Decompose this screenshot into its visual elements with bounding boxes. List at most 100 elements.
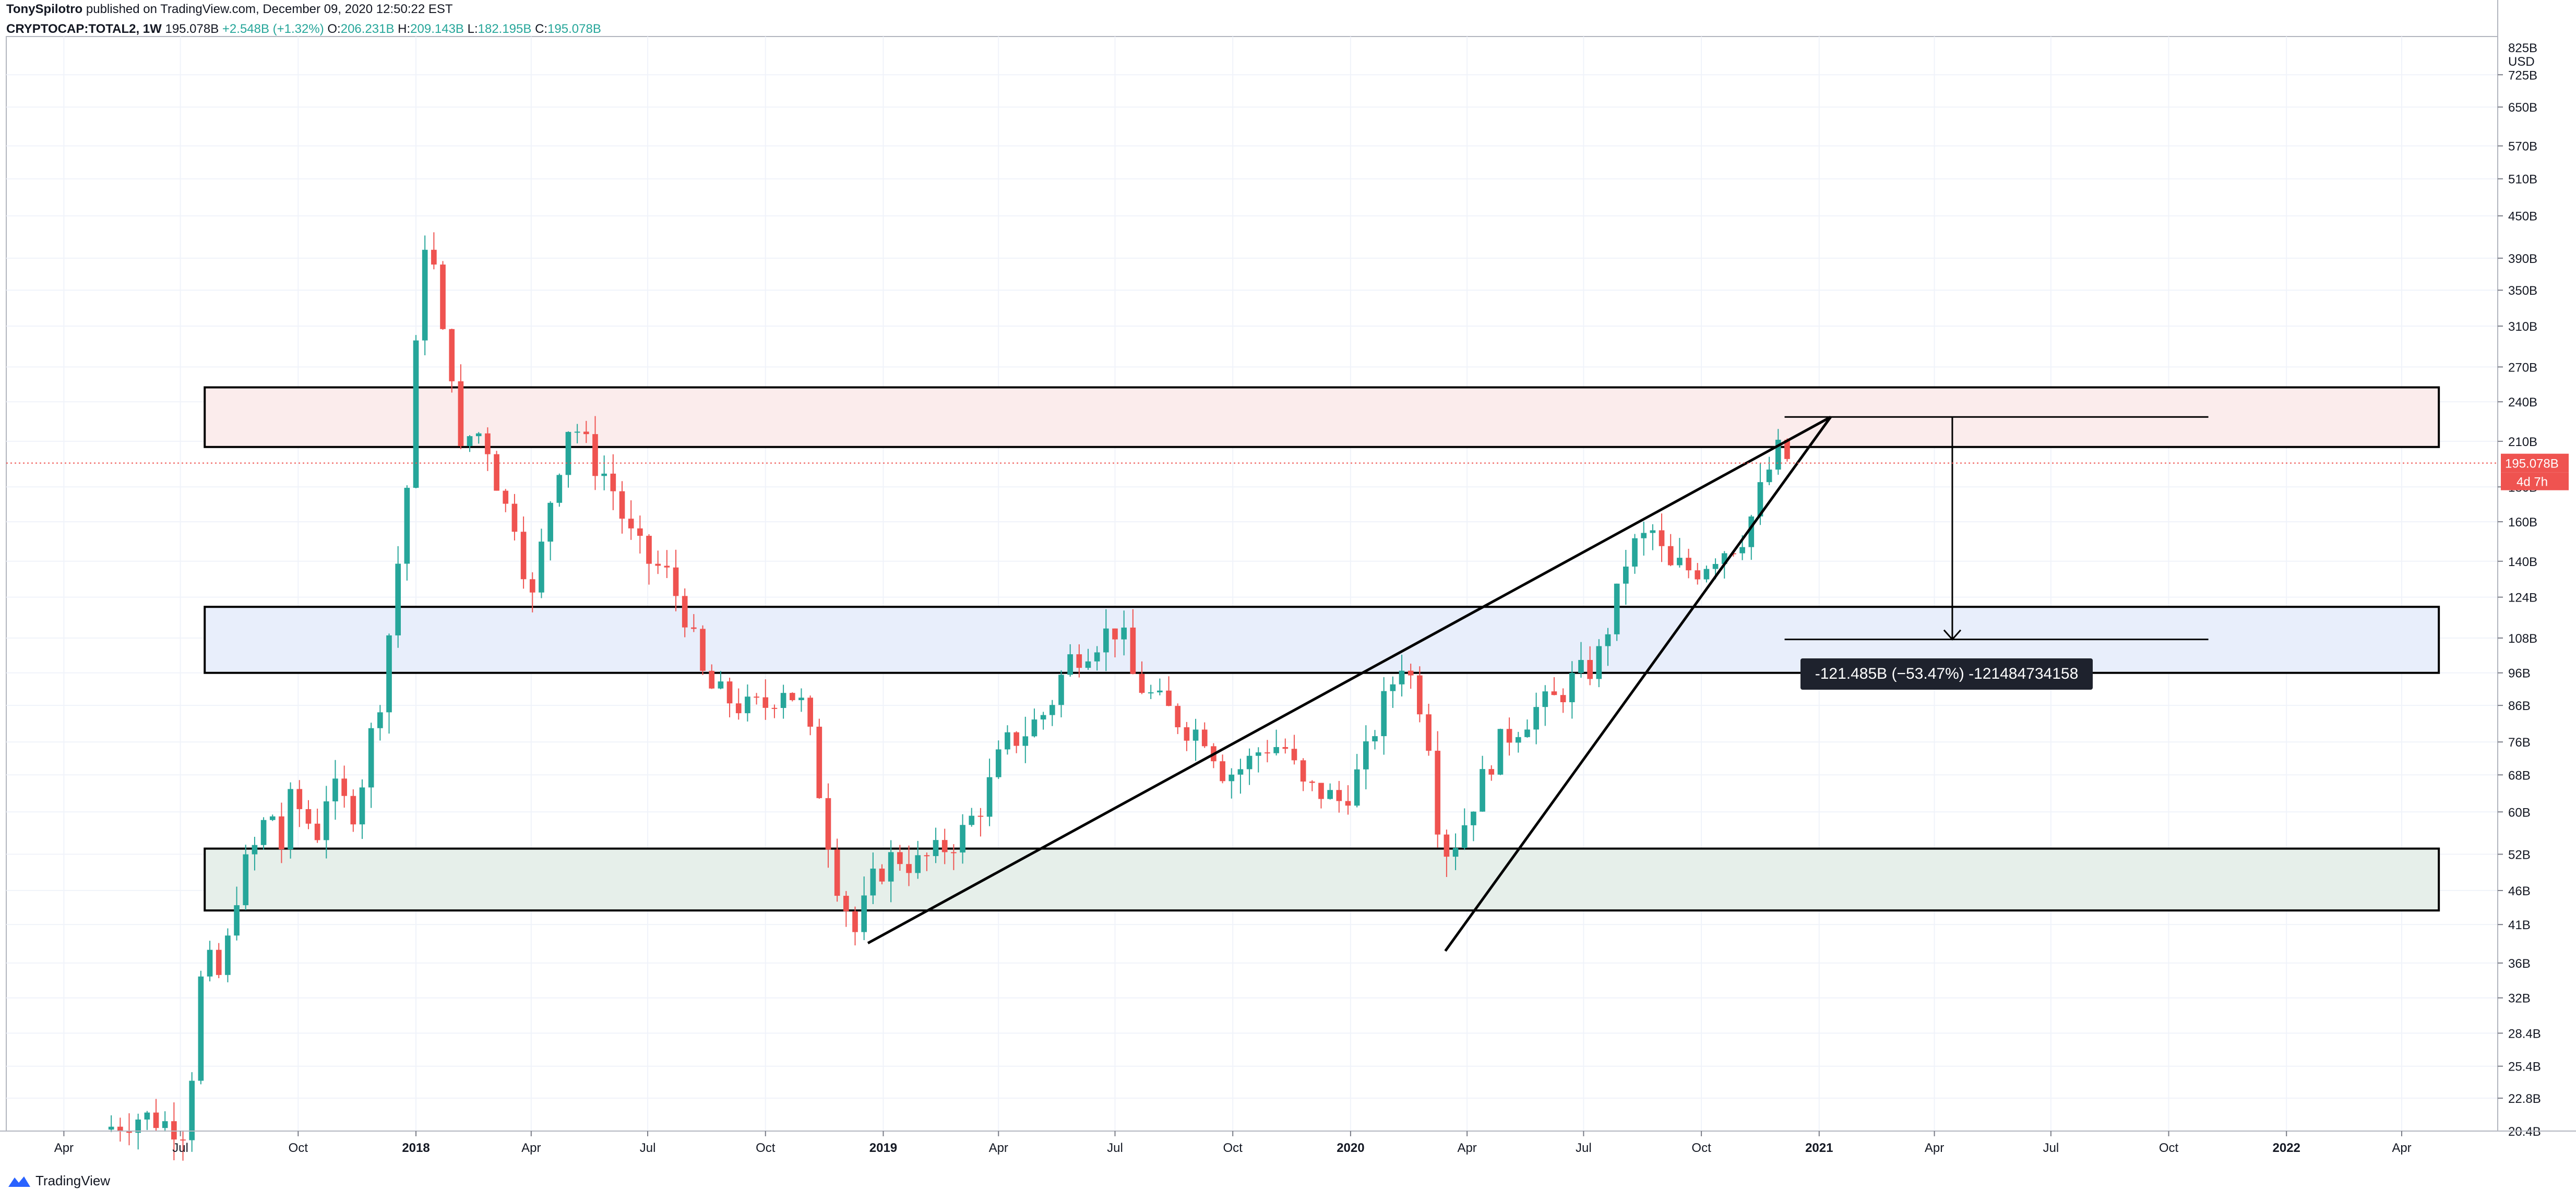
price-tick-label: 390B <box>2508 252 2537 266</box>
candle-up <box>1614 583 1620 634</box>
candle-up <box>1058 675 1064 705</box>
time-tick-label: Jul <box>1107 1141 1123 1155</box>
candle-up <box>1452 848 1459 857</box>
candle-up <box>1766 470 1772 483</box>
candle-up <box>1022 736 1029 746</box>
publisher-name[interactable]: TonySpilotro <box>6 2 83 16</box>
candle-up <box>1372 736 1378 742</box>
candle-down <box>216 949 222 975</box>
candle-down <box>1318 783 1324 799</box>
price-tick-label: 32B <box>2508 992 2531 1006</box>
currency-label: USD <box>2508 55 2535 69</box>
tradingview-logo[interactable]: TradingView <box>7 1173 110 1189</box>
candle-down <box>117 1126 123 1131</box>
candle-up <box>332 778 338 802</box>
candle-up <box>467 436 473 447</box>
candle-up <box>1067 654 1073 675</box>
time-tick-label: Oct <box>2159 1141 2179 1155</box>
candle-up <box>870 868 876 896</box>
candle-up <box>915 855 921 873</box>
candle-up <box>288 789 293 850</box>
candle-up <box>1677 558 1683 566</box>
candle-up <box>960 825 965 853</box>
time-tick-label: Oct <box>1223 1141 1243 1155</box>
candle-down <box>279 816 284 850</box>
candle-down <box>592 434 598 476</box>
candle-down <box>440 265 446 329</box>
candle-down <box>735 703 742 714</box>
candle-down <box>610 473 616 491</box>
zones <box>204 386 2440 912</box>
candle-up <box>475 433 482 437</box>
candle-up <box>1381 691 1387 737</box>
candle-down <box>924 855 930 857</box>
candle-down <box>637 528 643 536</box>
candle-up <box>252 845 258 855</box>
candle-down <box>1300 760 1306 782</box>
candle-down <box>700 629 706 671</box>
time-tick-label: 2021 <box>1805 1141 1833 1155</box>
symbol-label[interactable]: CRYPTOCAP:TOTAL2, 1W <box>6 22 162 36</box>
candle-up <box>969 815 975 825</box>
candle-up <box>1085 661 1091 668</box>
candle-up <box>1471 811 1476 825</box>
candle-up <box>1237 769 1244 775</box>
candle-up <box>207 949 213 977</box>
countdown-tag <box>2501 472 2569 490</box>
time-tick-label: Apr <box>2392 1141 2411 1155</box>
candle-up <box>1578 660 1584 673</box>
candle-up <box>1515 737 1521 743</box>
candle-down <box>951 852 957 854</box>
time-tick-label: Jul <box>2043 1141 2059 1155</box>
time-tick-label: Apr <box>1925 1141 1944 1155</box>
ohlc-legend: CRYPTOCAP:TOTAL2, 1W 195.078B +2.548B (+… <box>6 22 601 37</box>
plot-frame <box>6 36 2498 1132</box>
candle-down <box>431 249 437 265</box>
candle-down <box>941 840 948 852</box>
candle-down <box>709 670 715 689</box>
candle-down <box>1112 628 1118 640</box>
candle-up <box>144 1112 150 1120</box>
candle-up <box>269 816 276 820</box>
candle-up <box>260 820 267 845</box>
support-zone <box>204 847 2440 912</box>
candle-up <box>574 431 580 433</box>
candle-up <box>135 1119 141 1133</box>
price-tick-label: 46B <box>2508 884 2531 898</box>
candle-down <box>682 596 688 628</box>
candle-down <box>350 796 356 825</box>
price-tick-label: 124B <box>2508 591 2537 605</box>
candle-up <box>1524 729 1530 737</box>
price-tick-label: 52B <box>2508 848 2531 862</box>
countdown-label: 4d 7h <box>2517 475 2548 489</box>
candle-up <box>413 340 419 488</box>
price-tick-label: 108B <box>2508 632 2537 646</box>
candle-down <box>897 852 903 864</box>
candle-down <box>1667 546 1674 566</box>
candle-up <box>1255 752 1261 756</box>
candle-up <box>1623 567 1629 584</box>
candle-down <box>296 789 303 809</box>
price-tick-label: 140B <box>2508 555 2537 569</box>
current-price-tag <box>2501 453 2569 473</box>
candle-down <box>1686 558 1691 571</box>
candle-up <box>395 563 401 635</box>
candle-down <box>1659 530 1665 546</box>
time-tick-label: Oct <box>756 1141 776 1155</box>
candle-down <box>726 681 733 704</box>
candle-up <box>422 249 428 341</box>
high-value: 209.143B <box>410 22 464 36</box>
time-tick-label: Jul <box>640 1141 656 1155</box>
low-value: 182.195B <box>478 22 532 36</box>
high-label: H: <box>398 22 411 36</box>
price-tick-label: 41B <box>2508 918 2531 932</box>
candle-down <box>126 1131 132 1133</box>
time-tick-label: 2020 <box>1337 1141 1364 1155</box>
candle-up <box>1005 732 1010 750</box>
price-tick-label: 450B <box>2508 210 2537 224</box>
candle-up <box>888 852 894 882</box>
candle-up <box>225 935 231 975</box>
close-label: C: <box>535 22 548 36</box>
price-tick-label: 350B <box>2508 284 2537 298</box>
